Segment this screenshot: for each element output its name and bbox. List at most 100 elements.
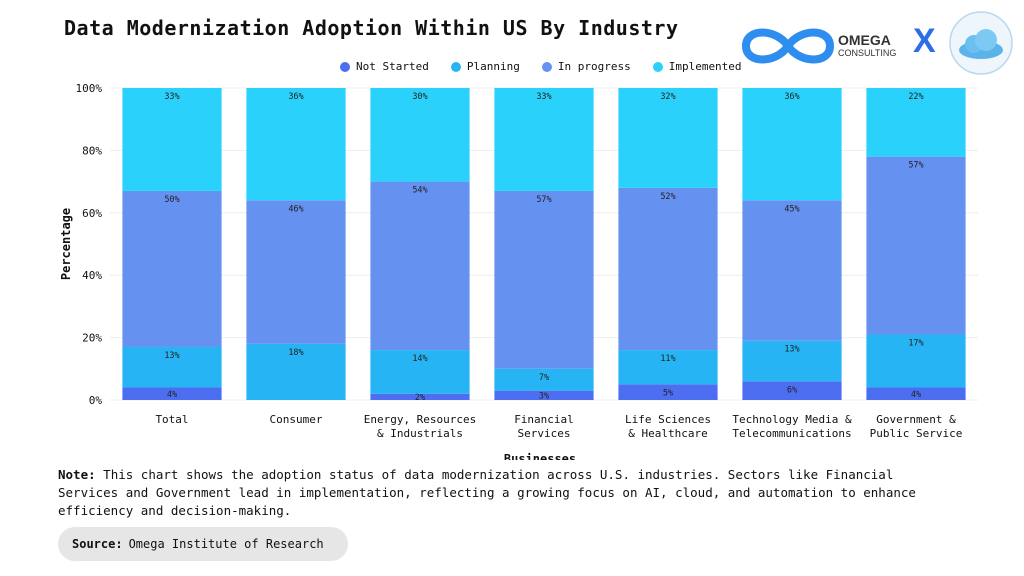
source-badge: Source: Omega Institute of Research [58, 527, 348, 561]
bar-segment-not-started [494, 390, 594, 400]
data-label: 7% [539, 373, 549, 383]
x-tick-label: Telecommunications [732, 427, 851, 440]
data-label: 3% [539, 391, 549, 401]
bar-segment-not-started [122, 387, 222, 400]
cloud-icon [949, 11, 1013, 75]
omega-brand-subtext: CONSULTING [838, 48, 897, 58]
bar-segment-planning [246, 343, 346, 400]
brand-logos: OMEGA CONSULTING X [738, 11, 1018, 75]
bar-segment-not-started [866, 387, 966, 400]
bar-segment-implemented [866, 88, 966, 157]
data-label: 46% [288, 204, 303, 214]
x-tick-label: Consumer [270, 413, 323, 426]
data-label: 2% [415, 393, 425, 403]
bar-segment-implemented [618, 88, 718, 188]
legend-item-planning: Planning [450, 60, 520, 73]
data-label: 36% [784, 92, 799, 102]
note-text: This chart shows the adoption status of … [58, 467, 916, 518]
stacked-bar-chart: 0% 20% 40% 60% 80% 100% Percentage Businesses 4%… [59, 82, 978, 460]
bar-segment-not-started [742, 381, 842, 400]
x-tick-label: Energy, Resources [364, 413, 477, 426]
data-label: 54% [412, 186, 427, 196]
bar-segment-planning [866, 334, 966, 388]
x-tick-label: & Industrials [377, 427, 463, 440]
data-label: 5% [663, 388, 673, 398]
bar-segment-planning [122, 346, 222, 388]
legend-item-not-started: Not Started [340, 60, 429, 73]
legend-swatch [340, 61, 350, 72]
bar-segment-in-progress [866, 156, 966, 335]
x-axis-title: Businesses [504, 452, 576, 460]
y-tick-label: 40% [82, 269, 102, 282]
bar-segment-planning [494, 368, 594, 391]
bar-segment-planning [618, 350, 718, 385]
data-label: 33% [164, 92, 179, 102]
legend-label: Planning [466, 60, 520, 73]
bar-segment-implemented [246, 88, 346, 201]
data-label: 33% [536, 92, 551, 102]
source-text: Omega Institute of Research [128, 537, 324, 551]
data-label: 13% [164, 351, 179, 361]
x-tick-label: Public Service [870, 427, 963, 440]
data-label: 18% [288, 348, 303, 358]
chart-note: Note: This chart shows the adoption stat… [58, 466, 958, 520]
bar-segment-implemented [494, 88, 594, 191]
bar-segment-planning [370, 350, 470, 394]
legend-swatch [652, 61, 663, 72]
legend-label: In progress [557, 60, 631, 73]
bar-segment-implemented [122, 88, 222, 191]
y-tick-label: 20% [82, 332, 102, 345]
x-tick-label: Technology Media & [732, 413, 852, 426]
legend-label: Implemented [668, 60, 742, 73]
data-label: 11% [660, 354, 675, 364]
x-tick-label: Life Sciences [625, 413, 711, 426]
data-label: 6% [787, 385, 797, 395]
bar-segment-in-progress [122, 190, 222, 347]
data-label: 45% [784, 204, 799, 214]
x-tick-label: Financial [514, 413, 574, 426]
omega-brand-text: OMEGA [838, 32, 891, 48]
x-tick-label: Government & [876, 413, 956, 426]
data-label: 50% [164, 195, 179, 205]
y-tick-label: 80% [82, 144, 102, 157]
data-label: 22% [908, 92, 923, 102]
y-tick-label: 0% [89, 394, 103, 407]
bar-segment-implemented [370, 88, 470, 182]
y-tick-label: 100% [76, 82, 103, 95]
bar-segment-not-started [370, 393, 470, 400]
bar-segment-in-progress [370, 181, 470, 351]
y-axis-title: Percentage [59, 208, 73, 280]
chart-legend: Not Started Planning In progress Implemente… [340, 60, 742, 73]
bar-segment-not-started [618, 384, 718, 400]
bar-segment-implemented [742, 88, 842, 201]
bar-segment-in-progress [494, 190, 594, 369]
data-label: 32% [660, 92, 675, 102]
data-label: 4% [167, 390, 177, 400]
x-tick-label: Services [518, 427, 571, 440]
data-label: 57% [536, 195, 551, 205]
bar-segment-planning [742, 340, 842, 382]
source-label: Source: [72, 537, 123, 551]
data-label: 57% [908, 161, 923, 171]
data-label: 52% [660, 192, 675, 202]
bar-segment-in-progress [246, 200, 346, 344]
data-label: 30% [412, 92, 427, 102]
legend-item-implemented: Implemented [652, 60, 742, 73]
data-label: 36% [288, 92, 303, 102]
legend-item-in-progress: In progress [541, 60, 631, 73]
bar-segment-in-progress [742, 200, 842, 341]
omega-infinity-icon [741, 28, 835, 64]
data-label: 4% [911, 390, 921, 400]
data-label: 17% [908, 338, 923, 348]
x-tick-label: Total [155, 413, 188, 426]
data-label: 14% [412, 354, 427, 364]
legend-swatch [450, 61, 461, 72]
legend-label: Not Started [356, 60, 429, 73]
logo-separator: X [913, 22, 936, 60]
x-tick-label: & Healthcare [628, 427, 707, 440]
data-label: 13% [784, 345, 799, 355]
note-label: Note: [58, 467, 96, 482]
page-title: Data Modernization Adoption Within US By… [64, 16, 679, 40]
legend-swatch [541, 61, 552, 72]
y-tick-label: 60% [82, 207, 102, 220]
